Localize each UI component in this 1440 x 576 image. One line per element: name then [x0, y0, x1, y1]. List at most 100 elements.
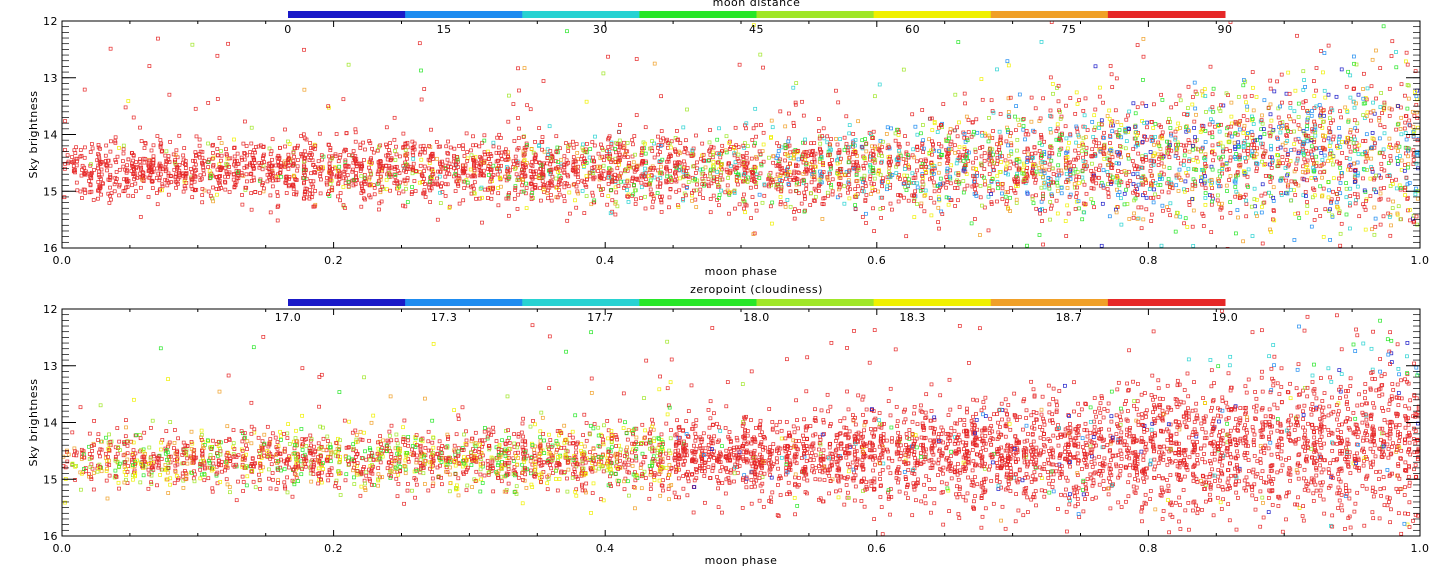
data-point: [219, 158, 223, 163]
data-point: [1337, 161, 1342, 166]
data-point: [929, 213, 934, 218]
data-point: [791, 149, 796, 154]
data-point: [613, 180, 618, 184]
data-point: [682, 162, 687, 167]
data-point: [1295, 156, 1300, 161]
data-point: [511, 102, 516, 106]
data-point: [369, 172, 373, 177]
data-point: [327, 161, 332, 166]
data-point: [801, 113, 806, 118]
data-point: [658, 181, 663, 186]
data-point: [343, 147, 347, 152]
data-point: [1080, 169, 1085, 174]
data-point: [63, 148, 67, 152]
data-point: [87, 190, 92, 195]
data-point: [376, 179, 381, 183]
data-point: [948, 181, 953, 186]
data-point: [1311, 165, 1316, 170]
data-point: [864, 211, 868, 216]
data-point: [972, 183, 977, 188]
data-point: [151, 143, 156, 148]
data-point: [1370, 131, 1375, 135]
data-point: [719, 167, 724, 172]
data-point: [1064, 234, 1069, 238]
data-point: [692, 188, 696, 193]
data-point: [328, 148, 333, 153]
data-point: [1284, 91, 1289, 96]
data-point: [1388, 158, 1393, 163]
data-point: [1048, 75, 1053, 80]
data-point: [726, 176, 730, 180]
data-point: [639, 153, 644, 157]
data-point: [581, 142, 585, 147]
data-point: [1390, 182, 1395, 186]
data-point: [652, 175, 657, 180]
data-point: [826, 193, 830, 198]
data-point: [1143, 153, 1148, 157]
data-point: [219, 153, 224, 158]
data-point: [825, 177, 830, 182]
data-point: [520, 177, 525, 182]
data-point: [438, 169, 442, 174]
data-point: [1269, 155, 1274, 160]
data-point: [1031, 201, 1036, 206]
data-point: [1017, 92, 1022, 97]
data-point: [1378, 186, 1383, 191]
data-point: [565, 218, 570, 223]
data-point: [1049, 192, 1054, 197]
data-point: [576, 169, 580, 173]
data-point: [643, 151, 648, 156]
data-point: [1363, 159, 1368, 164]
data-point: [262, 186, 266, 191]
data-point: [707, 149, 712, 153]
data-point: [1158, 174, 1163, 179]
data-point: [436, 169, 440, 174]
data-point: [403, 148, 408, 152]
data-point: [1237, 127, 1242, 132]
data-point: [1119, 196, 1123, 201]
data-point: [809, 153, 814, 158]
data-point: [676, 205, 681, 209]
data-point: [1099, 122, 1104, 127]
data-point: [1289, 179, 1294, 184]
data-point: [1334, 191, 1339, 196]
data-point: [804, 182, 809, 187]
data-point: [75, 188, 80, 193]
data-point: [1191, 208, 1196, 213]
data-point: [659, 200, 664, 205]
data-point: [936, 170, 941, 175]
data-point: [1249, 204, 1254, 209]
data-point: [1178, 161, 1183, 166]
data-point: [1269, 229, 1273, 234]
data-point: [530, 191, 535, 195]
data-point: [974, 182, 979, 187]
data-point: [717, 193, 722, 197]
data-point: [690, 148, 695, 153]
data-point: [996, 182, 1000, 186]
data-point: [1173, 129, 1178, 134]
data-point: [206, 165, 210, 169]
data-point: [1321, 186, 1326, 191]
data-point: [1245, 132, 1249, 136]
data-point: [500, 157, 504, 162]
data-point: [1141, 217, 1146, 222]
data-point: [269, 164, 274, 169]
data-point: [353, 130, 358, 135]
data-point: [711, 160, 716, 164]
data-point: [1147, 187, 1152, 191]
data-point: [1148, 169, 1153, 173]
data-point: [529, 181, 534, 186]
data-point: [711, 167, 716, 172]
data-point: [644, 177, 648, 182]
data-point: [568, 211, 572, 216]
data-point: [1320, 194, 1324, 199]
data-point: [754, 172, 759, 177]
data-point: [1260, 204, 1264, 209]
data-point: [286, 184, 291, 189]
data-point: [1091, 186, 1096, 191]
data-point: [1187, 140, 1192, 145]
data-point: [388, 141, 392, 145]
data-point: [1046, 175, 1051, 180]
data-point: [1102, 157, 1107, 161]
data-point: [906, 183, 910, 188]
